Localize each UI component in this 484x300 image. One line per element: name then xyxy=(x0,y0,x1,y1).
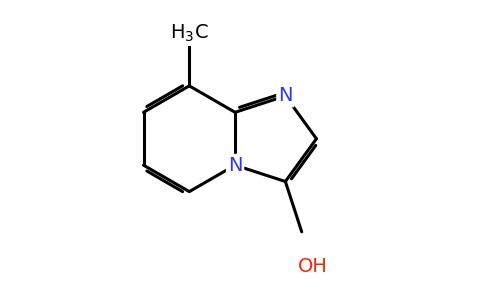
Text: OH: OH xyxy=(298,257,328,277)
Text: N: N xyxy=(278,86,293,106)
Text: $\mathregular{H_3C}$: $\mathregular{H_3C}$ xyxy=(170,22,209,44)
Text: N: N xyxy=(228,156,242,175)
